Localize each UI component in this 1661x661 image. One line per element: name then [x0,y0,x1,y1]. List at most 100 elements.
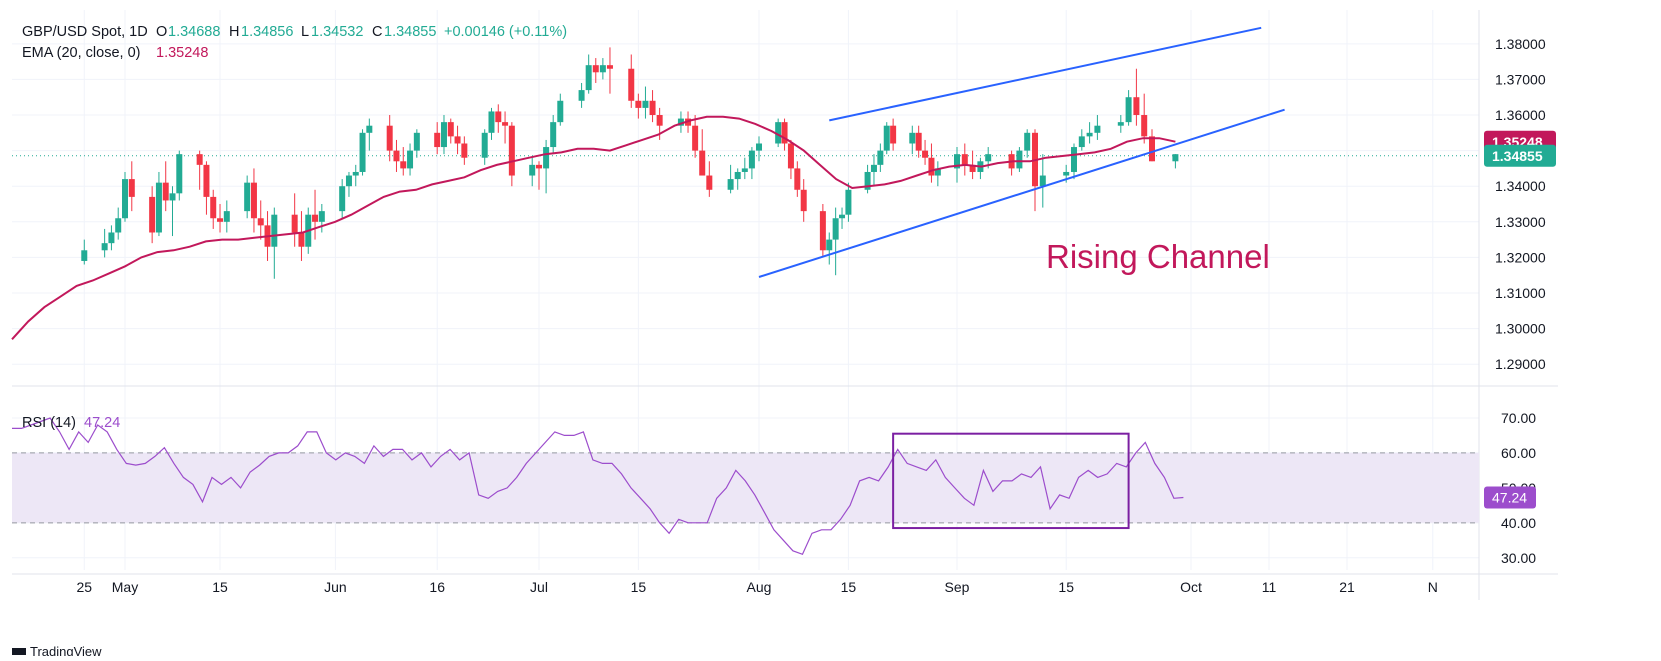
candle-body [864,171,871,190]
rsi-band-layer [12,155,1479,524]
candle-body [454,136,461,144]
time-tick-label: 25 [76,579,92,595]
candle-body [794,168,801,190]
axis-layer: 1.380001.370001.360001.350001.340001.330… [76,36,1556,595]
candle-body [1078,136,1085,148]
candle-body [210,196,217,219]
rsi-value: 47.24 [84,415,120,431]
candle [1172,154,1179,169]
candle [115,207,122,240]
price-tick-label: 1.33000 [1495,214,1546,230]
candle [845,182,852,222]
candle [909,125,916,155]
candle-body [271,214,278,247]
candle [257,200,264,240]
candle-body [592,65,599,73]
candle [649,90,656,123]
candle [393,139,400,172]
candle [1078,129,1085,151]
candle [1024,129,1031,158]
candle [155,171,162,237]
candle [298,211,305,261]
candle-body [257,218,264,226]
candle [210,189,217,229]
candle [934,161,941,187]
candle-body [1117,122,1124,126]
low-value: 1.34532 [311,24,363,40]
candle-body [649,100,656,116]
time-tick-label: 15 [1058,579,1074,595]
time-tick-label: 16 [429,579,445,595]
candle-body [845,189,852,215]
candle-body [775,122,782,144]
candle-body [108,232,115,244]
candle [488,107,495,140]
candle-body [883,125,890,151]
candle [794,161,801,197]
candle [1141,93,1148,144]
candle-body [832,218,839,240]
time-tick-label: Sep [945,579,970,595]
candle-body [461,143,468,158]
candle [1008,150,1015,176]
candle [196,150,203,190]
candle [400,147,407,176]
last-price-tag: 1.34855 [1484,144,1556,167]
candle-body [1125,97,1132,123]
candle-body [1024,132,1031,151]
candle [508,122,515,187]
candle-body [250,182,257,219]
candle [741,157,748,180]
candle [1071,143,1077,180]
tradingview-logo: TradingView [12,644,102,659]
candle-body [839,214,846,219]
ema-layer [11,115,1176,340]
candle-body [1039,175,1046,187]
candle-body [727,179,734,190]
time-tick-label: 15 [212,579,228,595]
candle-body [1149,136,1155,162]
candle-body [961,154,968,165]
candle [961,143,968,176]
candle [1094,115,1101,140]
candle-body [578,90,585,101]
candle-body [656,115,663,126]
candle-body [529,164,536,176]
time-tick-label: Oct [1180,579,1202,595]
candle-body [1172,154,1179,162]
price-tick-label: 1.38000 [1495,36,1546,52]
candle [883,122,890,155]
candle-body [366,125,373,133]
candle-body [217,218,224,222]
candle [748,147,755,180]
candle [440,115,447,155]
candle [536,161,542,190]
price-tick-label: 1.32000 [1495,249,1546,265]
candle-body [318,211,325,222]
candle [454,125,461,155]
symbol-title: GBP/USD Spot, 1D [22,24,148,40]
candle-body [1133,97,1140,116]
candle [832,207,839,276]
candle [578,82,585,108]
candle-body [543,147,550,169]
candle-body [787,143,794,169]
candle-body [312,214,319,222]
candle [122,171,128,222]
rsi-line [12,417,1184,556]
candle-body [826,239,833,251]
candle [557,93,564,126]
candle-body [985,154,992,162]
candle-body [877,150,884,165]
candle [162,161,169,212]
candle [599,58,606,80]
candle-body [909,132,916,144]
candle [819,204,826,258]
candle-body [819,211,826,251]
candle-body [149,196,156,233]
candle [352,164,359,187]
candle [529,157,536,187]
candle-body [585,65,592,91]
